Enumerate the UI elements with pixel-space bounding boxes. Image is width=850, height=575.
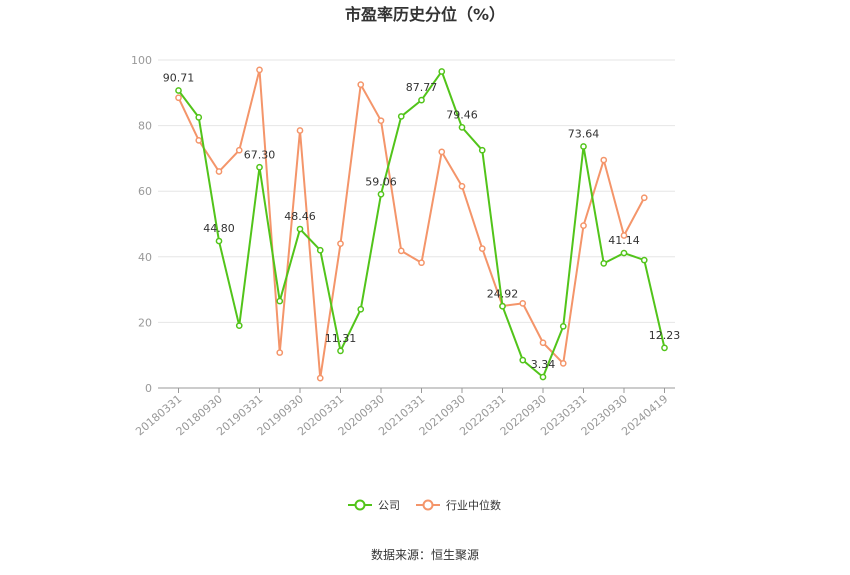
series-point-1	[397, 247, 405, 255]
series-point-1	[215, 168, 223, 175]
series-point-1	[256, 66, 263, 74]
series-point-1	[600, 156, 608, 164]
data-label: 87.77	[406, 81, 438, 94]
series-point-0	[256, 163, 263, 171]
series-point-0	[397, 113, 405, 120]
series-point-1	[195, 137, 203, 144]
grid	[158, 59, 675, 323]
data-label: 90.71	[163, 71, 195, 84]
series-point-0	[418, 96, 425, 104]
series-point-1	[458, 182, 466, 190]
series-point-1	[580, 222, 587, 229]
series-point-1	[175, 94, 182, 102]
source-note: 数据来源：恒生聚源	[371, 547, 479, 562]
series-point-1	[438, 148, 446, 156]
series-point-1	[296, 127, 304, 134]
series-point-1	[377, 117, 385, 125]
data-label: 67.30	[244, 148, 276, 161]
axes: 0204060801002018033120180930201903312019…	[131, 54, 675, 438]
series-point-1	[640, 194, 648, 202]
series-point-0	[661, 344, 668, 352]
data-label: 59.06	[365, 175, 397, 188]
legend-label-0: 公司	[378, 499, 400, 512]
series-point-0	[499, 302, 506, 310]
series-line-0	[177, 70, 666, 379]
series-point-0	[337, 347, 344, 355]
series-point-1	[357, 81, 365, 88]
legend-label-1: 行业中位数	[446, 498, 501, 512]
data-label: 12.23	[649, 329, 681, 342]
series-point-0	[276, 297, 284, 305]
series-point-1	[316, 374, 324, 382]
legend: 公司 行业中位数	[348, 498, 501, 512]
y-tick-label: 100	[131, 54, 152, 67]
series-point-0	[559, 322, 567, 330]
series-point-1	[418, 259, 425, 267]
series-point-0	[438, 68, 446, 75]
series-point-1	[620, 232, 628, 239]
series-point-1	[235, 146, 243, 154]
series-point-0	[620, 249, 628, 257]
chart-title: 市盈率历史分位（%）	[345, 5, 505, 24]
series-point-0	[580, 143, 587, 150]
legend-marker-0	[354, 499, 366, 511]
series-point-1	[539, 339, 547, 347]
series-point-0	[195, 114, 203, 121]
y-tick-label: 80	[138, 120, 152, 133]
series-line-1	[177, 68, 646, 380]
series-layer	[175, 66, 668, 382]
series-point-1	[276, 349, 284, 356]
data-label: 24.92	[487, 287, 519, 300]
data-label: 44.80	[203, 222, 235, 235]
data-label: 79.46	[446, 108, 478, 121]
y-tick-label: 60	[138, 185, 152, 198]
data-label: 41.14	[608, 234, 640, 247]
data-label: 11.31	[325, 332, 357, 345]
series-point-0	[296, 225, 304, 233]
series-point-1	[559, 360, 567, 367]
data-label: 48.46	[284, 210, 316, 223]
series-point-0	[600, 260, 608, 267]
series-point-0	[357, 305, 365, 313]
data-label: 3.34	[531, 358, 556, 371]
series-point-0	[640, 256, 648, 264]
series-point-0	[478, 146, 486, 154]
y-tick-label: 40	[138, 251, 152, 264]
series-point-0	[215, 237, 223, 245]
series-point-0	[175, 87, 182, 94]
data-label: 73.64	[568, 127, 600, 140]
series-point-1	[519, 300, 527, 307]
series-point-1	[337, 240, 344, 248]
series-point-0	[235, 322, 243, 330]
series-point-0	[458, 124, 466, 131]
y-tick-label: 20	[138, 316, 152, 329]
series-point-1	[478, 245, 486, 252]
series-point-0	[519, 356, 527, 364]
series-point-0	[539, 373, 547, 381]
legend-marker-1	[422, 499, 434, 511]
data-labels: 90.71 44.80 67.30 48.46 11.31 59.06 87.77 79.46…	[163, 71, 681, 371]
series-point-0	[377, 190, 385, 198]
series-point-0	[316, 246, 324, 254]
y-tick-label: 0	[145, 382, 152, 395]
